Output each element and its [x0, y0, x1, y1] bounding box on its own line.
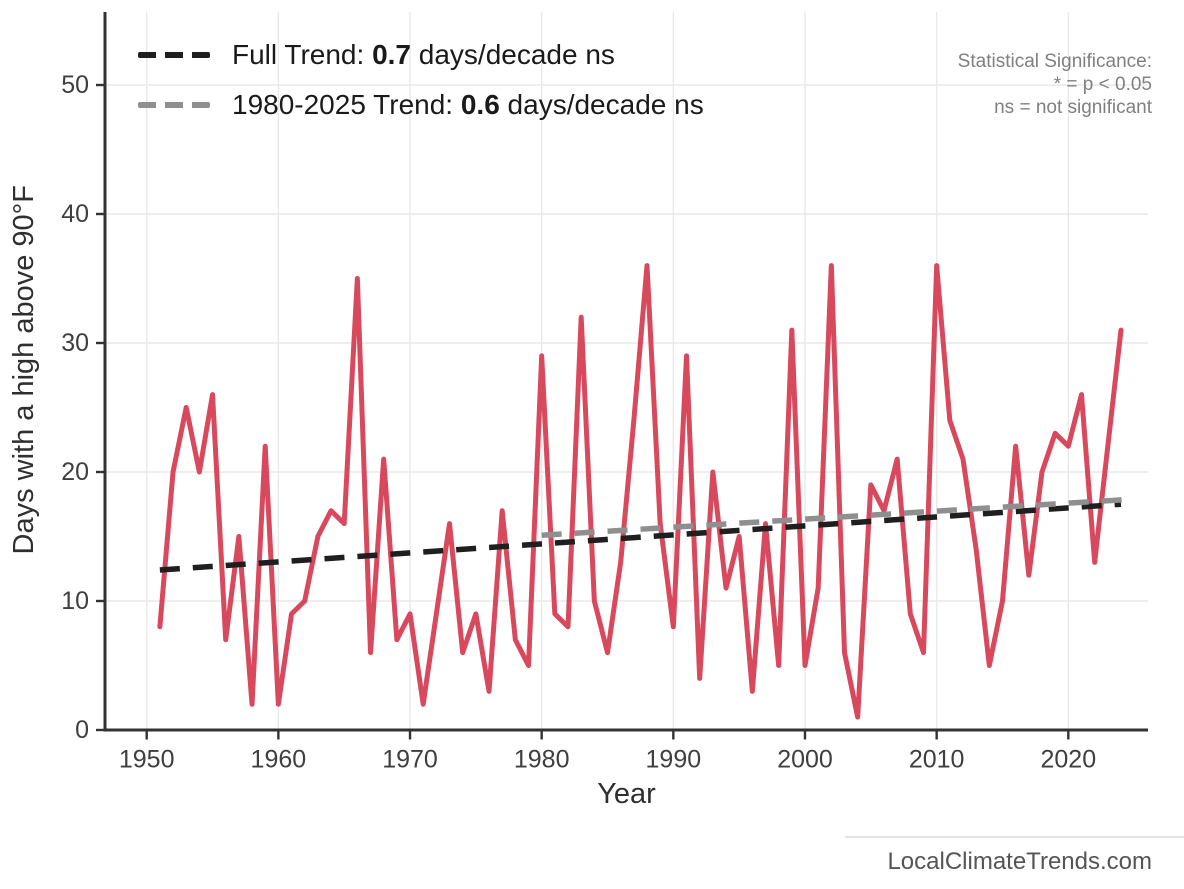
x-tick-label: 1980: [514, 746, 570, 774]
significance-note-line1: Statistical Significance:: [957, 51, 1152, 72]
legend-item-full-trend: Full Trend: 0.7 days/decade ns: [138, 36, 704, 74]
y-tick-label: 10: [61, 587, 89, 615]
y-tick-label: 50: [61, 71, 89, 99]
significance-note-line2: * = p < 0.05: [1053, 74, 1152, 95]
recent-trend-label: 1980-2025 Trend: 0.6 days/decade ns: [232, 89, 704, 120]
data-series-line: [157, 263, 1124, 720]
x-axis-label: Year: [597, 778, 656, 810]
x-tick-label: 1950: [119, 746, 175, 774]
y-tick-label: 20: [61, 458, 89, 486]
x-tick-label: 2010: [909, 746, 965, 774]
footer-divider: [845, 836, 1184, 838]
y-tick-label: 40: [61, 200, 89, 228]
x-tick-label: 1970: [382, 746, 438, 774]
x-tick-label: 2020: [1041, 746, 1097, 774]
significance-note: Statistical Significance: * = p < 0.05 n…: [958, 50, 1152, 119]
y-tick-label: 0: [75, 716, 89, 744]
x-tick-label: 2000: [777, 746, 833, 774]
full-trend-line: [159, 501, 1122, 573]
legend-item-recent-trend: 1980-2025 Trend: 0.6 days/decade ns: [138, 86, 704, 124]
full-trend-label: Full Trend: 0.7 days/decade ns: [232, 39, 615, 70]
full-trend-dash-icon: [138, 52, 210, 58]
x-tick-label: 1990: [646, 746, 702, 774]
significance-note-line3: ns = not significant: [994, 97, 1152, 118]
x-tick-label: 1960: [251, 746, 307, 774]
recent-trend-dash-icon: [138, 102, 210, 108]
y-axis-label-wrap: Days with a high above 90°F: [8, 0, 41, 740]
watermark-text: LocalClimateTrends.com: [887, 848, 1152, 875]
y-axis-label: Days with a high above 90°F: [8, 185, 40, 555]
y-tick-label: 30: [61, 329, 89, 357]
trend-legend: Full Trend: 0.7 days/decade ns 1980-2025…: [138, 36, 704, 124]
